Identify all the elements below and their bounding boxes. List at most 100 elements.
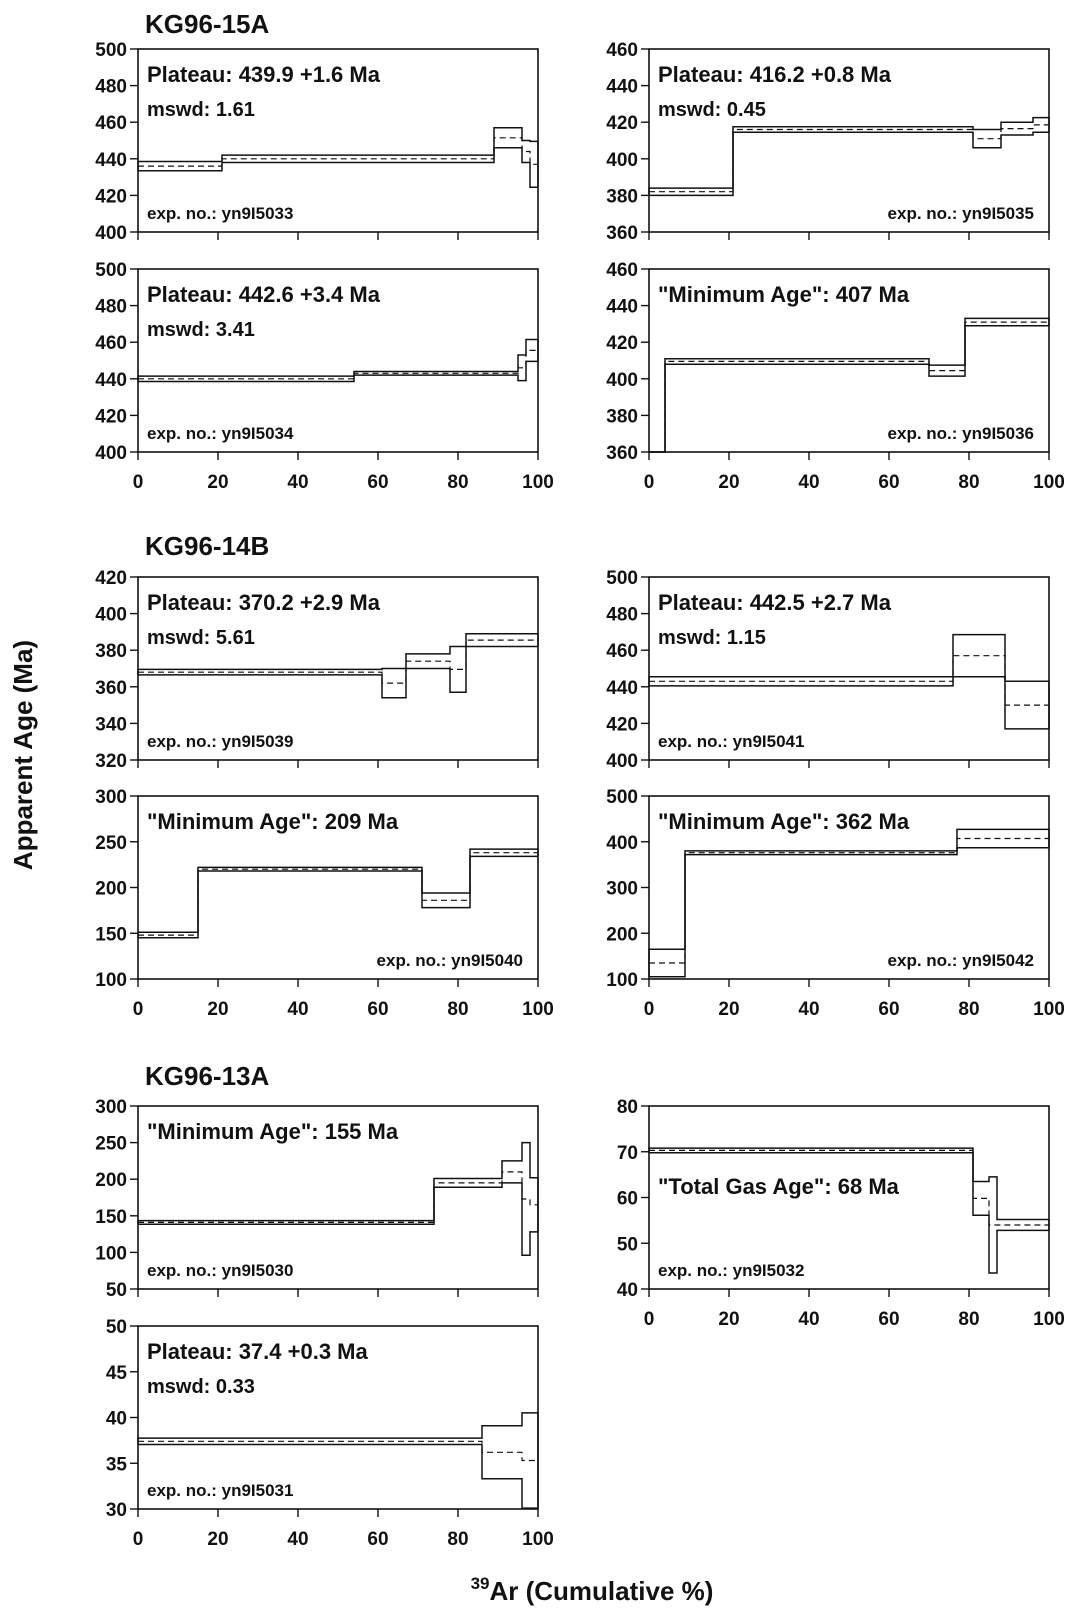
panel-9-ytick-label: 100 <box>95 1243 127 1264</box>
panel-7-xtick-label: 60 <box>367 999 388 1020</box>
panel-7-ytick-label: 300 <box>95 787 127 808</box>
panel-7: 100 150 200 250 300 0 20 40 60 80 100 "Minimum Age"… <box>95 787 554 1020</box>
panel-10-exp-number: exp. no.: yn9I5032 <box>658 1261 804 1280</box>
panel-2-ytick-label: 400 <box>606 150 638 171</box>
panel-3: 400 420 440 460 480 500 0 20 40 60 80 100 Plateau: 4… <box>95 260 554 493</box>
panel-10-xtick-label: 100 <box>1033 1309 1065 1330</box>
panel-3-ytick-label: 500 <box>95 260 127 281</box>
panel-1: 400 420 440 460 480 500 Plateau: 439.9 +1.6 Ma… <box>95 40 539 244</box>
panel-5-ytick-label: 380 <box>95 641 127 662</box>
panel-7-mean-age-line <box>138 852 538 936</box>
panel-6-ytick-label: 460 <box>606 641 638 662</box>
panel-7-xtick-label: 20 <box>207 999 228 1020</box>
panel-4-mean-age-line <box>649 321 1049 453</box>
panel-6-age-annotation: Plateau: 442.5 +2.7 Ma <box>658 590 892 615</box>
panel-10-xtick-label: 0 <box>644 1309 655 1330</box>
panel-3-mean-age-line <box>138 349 538 380</box>
panel-8-exp-number: exp. no.: yn9I5042 <box>888 951 1034 970</box>
panel-6-lower-envelope <box>649 675 1049 730</box>
panel-4-ytick-label: 360 <box>606 443 638 464</box>
panel-5-frame <box>137 576 539 761</box>
panel-3-xtick-label: 80 <box>447 472 468 493</box>
panel-11-lower-envelope <box>138 1443 538 1509</box>
panel-8-xtick-label: 80 <box>958 999 979 1020</box>
x-axis-title-superscript: 39 <box>471 1574 490 1593</box>
panel-3-exp-number: exp. no.: yn9I5034 <box>147 424 294 443</box>
panel-8: 100 200 300 400 500 0 20 40 60 80 100 "Minimum Age"… <box>606 787 1065 1020</box>
panel-8-xtick-label: 0 <box>644 999 655 1020</box>
panel-5-exp-number: exp. no.: yn9I5039 <box>147 732 293 751</box>
panel-4-exp-number: exp. no.: yn9I5036 <box>888 424 1034 443</box>
panel-3-ytick-label: 440 <box>95 370 127 391</box>
panel-2-lower-envelope <box>649 131 1049 197</box>
panel-1-ytick-label: 500 <box>95 40 127 61</box>
panel-7-xtick-label: 40 <box>287 999 308 1020</box>
panel-6-ytick-label: 440 <box>606 678 638 699</box>
panel-2-ytick-label: 360 <box>606 223 638 244</box>
panel-5-ytick-label: 340 <box>95 714 127 735</box>
panel-5-ytick-label: 320 <box>95 751 127 772</box>
y-axis-title: Apparent Age (Ma) <box>8 640 38 870</box>
panel-6-ytick-label: 500 <box>606 568 638 589</box>
panel-2: 360 380 400 420 440 460 Plateau: 416.2 +0.8 Ma… <box>606 40 1050 244</box>
panel-3-xtick-label: 40 <box>287 472 308 493</box>
panel-10-xtick-label: 20 <box>718 1309 739 1330</box>
panel-5-age-annotation: Plateau: 370.2 +2.9 Ma <box>147 590 381 615</box>
panel-3-upper-envelope <box>137 338 539 382</box>
panel-4-ytick-label: 460 <box>606 260 638 281</box>
panel-8-ytick-label: 400 <box>606 833 638 854</box>
panel-8-mean-age-line <box>649 837 1049 964</box>
panel-1-ytick-label: 440 <box>95 150 127 171</box>
panel-9-ytick-label: 250 <box>95 1134 127 1155</box>
panel-9-ytick-label: 200 <box>95 1170 127 1191</box>
panel-10-ytick-label: 60 <box>617 1189 638 1210</box>
panel-11-xtick-label: 0 <box>133 1529 144 1550</box>
panel-3-xtick-label: 60 <box>367 472 388 493</box>
panel-11-mswd-label: mswd: 0.33 <box>147 1376 255 1398</box>
panel-8-ytick-label: 100 <box>606 970 638 991</box>
panel-9-upper-envelope <box>137 1141 539 1232</box>
panel-7-xtick-label: 100 <box>522 999 554 1020</box>
panel-6-mswd-label: mswd: 1.15 <box>658 627 766 649</box>
panel-1-mean-age-line <box>138 137 538 167</box>
panel-5-mswd-label: mswd: 5.61 <box>147 627 255 649</box>
panel-11-xtick-label: 100 <box>522 1529 554 1550</box>
panel-6-upper-envelope <box>648 633 1050 729</box>
panel-11-mean-age-line <box>138 1440 538 1462</box>
panel-2-frame <box>648 48 1050 233</box>
panel-1-ytick-label: 480 <box>95 77 127 98</box>
panel-4-age-annotation: "Minimum Age": 407 Ma <box>658 282 910 307</box>
panel-4-xtick-label: 80 <box>958 472 979 493</box>
panel-1-ytick-label: 460 <box>95 113 127 134</box>
panel-9-ytick-label: 150 <box>95 1207 127 1228</box>
panel-1-age-annotation: Plateau: 439.9 +1.6 Ma <box>147 62 381 87</box>
panel-1-exp-number: exp. no.: yn9I5033 <box>147 204 293 223</box>
panel-11-ytick-label: 30 <box>106 1500 127 1521</box>
panel-11-xtick-label: 60 <box>367 1529 388 1550</box>
panel-9: 50 100 150 200 250 300 "Minimum Age": 155 Ma ex… <box>95 1097 539 1301</box>
panel-8-xtick-label: 60 <box>878 999 899 1020</box>
panel-7-exp-number: exp. no.: yn9I5040 <box>377 951 523 970</box>
panel-11-ytick-label: 50 <box>106 1317 127 1338</box>
panel-6-ytick-label: 420 <box>606 714 638 735</box>
panel-10-xtick-label: 80 <box>958 1309 979 1330</box>
panel-6-exp-number: exp. no.: yn9I5041 <box>658 732 804 751</box>
panel-3-ytick-label: 400 <box>95 443 127 464</box>
panel-2-exp-number: exp. no.: yn9I5035 <box>888 204 1034 223</box>
panel-2-age-annotation: Plateau: 416.2 +0.8 Ma <box>658 62 892 87</box>
panel-3-xtick-label: 0 <box>133 472 144 493</box>
panel-8-ytick-label: 300 <box>606 879 638 900</box>
panel-3-ytick-label: 460 <box>95 333 127 354</box>
panel-2-ytick-label: 440 <box>606 77 638 98</box>
panel-4-ytick-label: 420 <box>606 333 638 354</box>
panel-4-xtick-label: 100 <box>1033 472 1065 493</box>
panel-3-ytick-label: 420 <box>95 406 127 427</box>
panel-6-frame <box>648 576 1050 761</box>
panel-1-ytick-label: 420 <box>95 186 127 207</box>
panel-8-lower-envelope <box>649 846 1049 978</box>
panel-4-xtick-label: 0 <box>644 472 655 493</box>
panel-1-lower-envelope <box>138 147 538 188</box>
panel-5-ytick-label: 420 <box>95 568 127 589</box>
panel-10: 40 50 60 70 80 0 20 40 60 80 100 "Total Gas Age": 6… <box>617 1097 1065 1330</box>
